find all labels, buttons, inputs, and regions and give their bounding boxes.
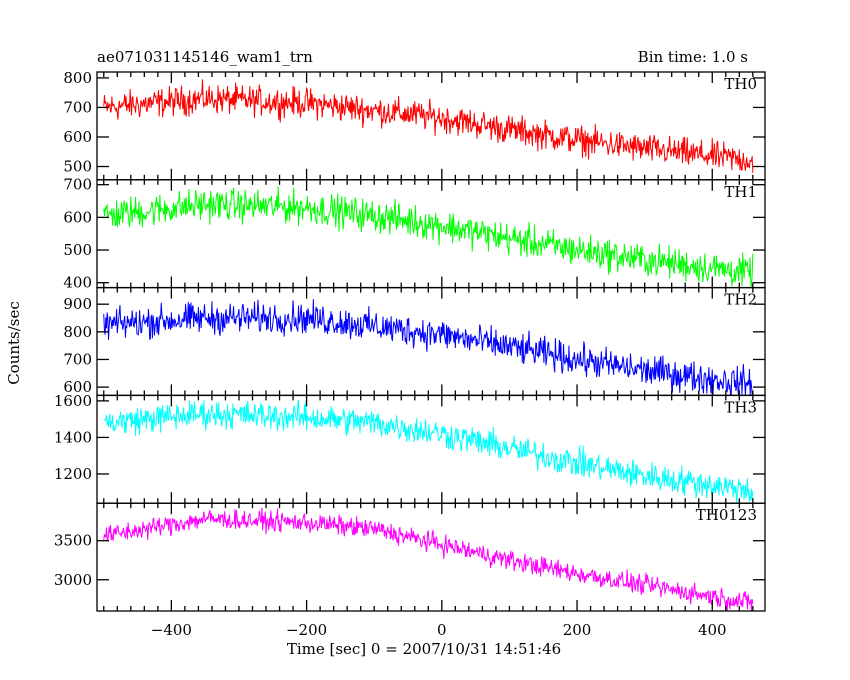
panel-label: TH3	[724, 398, 757, 416]
y-tick-label: 600	[63, 208, 92, 226]
bin-time-label: Bin time: 1.0 s	[638, 48, 748, 66]
y-tick-label: 500	[63, 158, 92, 176]
x-tick-label: −200	[286, 621, 327, 639]
panel-th1: TH1 400 500 600 700	[63, 176, 766, 292]
y-tick-label: 1600	[54, 392, 92, 410]
panel-frame	[96, 179, 766, 289]
x-tick-label: 0	[437, 621, 447, 639]
y-tick-label: 700	[63, 98, 92, 116]
y-tick-label: 700	[63, 176, 92, 194]
panel-th0: TH0 500 600 700 800	[63, 69, 766, 181]
series-line-th1	[103, 186, 754, 288]
panel-label: TH0123	[696, 506, 757, 524]
x-tick-label: 200	[563, 621, 592, 639]
y-tick-label: 1400	[54, 428, 92, 446]
panel-th3: TH3 1200 1400 1600	[54, 392, 766, 504]
series-line-th2	[103, 299, 754, 396]
y-tick-label: 600	[63, 128, 92, 146]
panel-label: TH1	[724, 183, 757, 201]
panel-th2: TH2 600 700 800 900	[63, 286, 766, 396]
y-tick-label: 600	[63, 378, 92, 396]
panel-label: TH0	[724, 75, 757, 93]
series-line-th0	[103, 79, 754, 173]
y-tick-label: 400	[63, 274, 92, 292]
x-axis-label: Time [sec] 0 = 2007/10/31 14:51:46	[287, 640, 561, 658]
chart-title: ae071031145146_wam1_trn	[97, 48, 313, 66]
y-tick-label: 1200	[54, 465, 92, 483]
x-tick-label: −400	[151, 621, 192, 639]
panel-frame	[96, 502, 766, 612]
y-axis-label: Counts/sec	[5, 301, 23, 385]
panel-frame	[96, 71, 766, 181]
y-tick-label: 800	[63, 323, 92, 341]
y-tick-label: 500	[63, 241, 92, 259]
panels-group: TH0 500 600 700 800 TH1 400 500 600 700 TH2 600 700 8…	[54, 69, 766, 639]
series-line-th0123	[103, 507, 754, 612]
y-tick-label: 700	[63, 350, 92, 368]
y-tick-label: 3000	[54, 571, 92, 589]
y-tick-label: 800	[63, 69, 92, 87]
y-tick-label: 900	[63, 295, 92, 313]
panel-th0123: TH0123 3000 3500	[54, 502, 766, 612]
x-tick-label: 400	[698, 621, 727, 639]
panel-frame	[96, 394, 766, 504]
panel-label: TH2	[724, 291, 757, 309]
series-line-th3	[103, 399, 754, 504]
y-tick-label: 3500	[54, 532, 92, 550]
